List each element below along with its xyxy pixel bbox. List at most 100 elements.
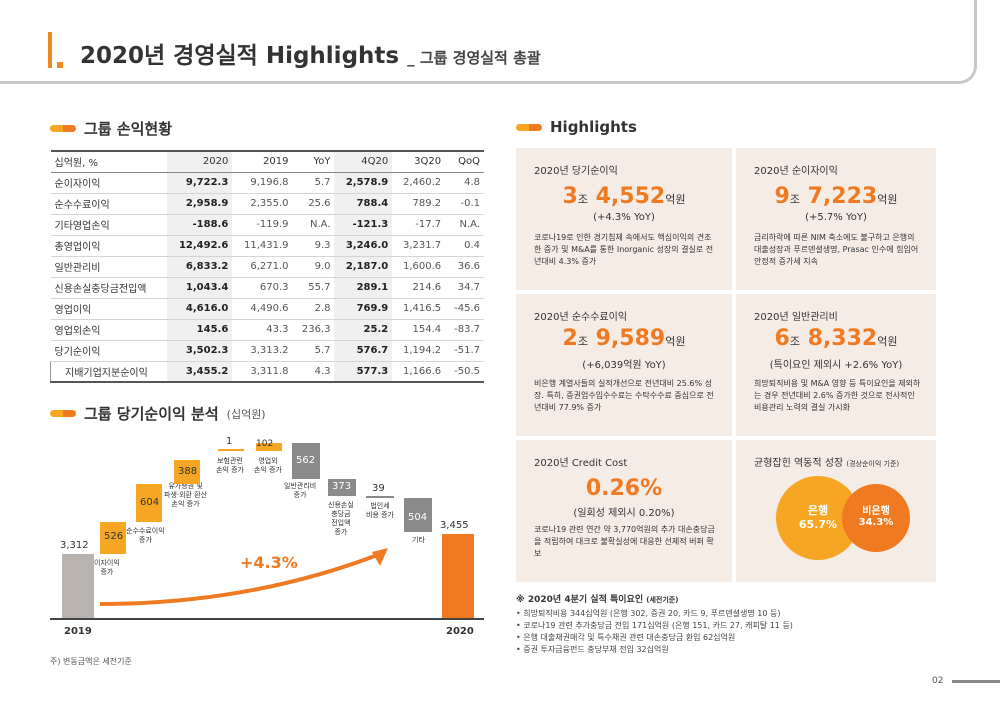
card-value: 9조 7,223억원 <box>736 184 936 209</box>
card-value-b: 8,332 <box>807 326 878 351</box>
highlight-card-nii: 2020년 순이자이익 9조 7,223억원 (+5.7% YoY) 금리하락에… <box>736 148 936 290</box>
list-item: • 증권 투자금융펀드 충당부채 전입 32십억원 <box>516 645 669 654</box>
waterfall-step-value: 604 <box>140 497 160 508</box>
card-title: 균형잡힌 역동적 성장 (경상순이익 기준) <box>754 454 899 469</box>
table-cell: 9,196.8 <box>232 172 293 194</box>
table-cell: 3,231.7 <box>392 234 446 257</box>
card-value-a: 6 <box>774 326 790 351</box>
highlight-card-net-income: 2020년 당기순이익 3조 4,552억원 (+4.3% YoY) 코로나19… <box>516 148 732 290</box>
card-unit-b: 억원 <box>665 335 686 348</box>
waterfall-step-value: 388 <box>178 466 198 477</box>
waterfall-caption: 유가증권 및 파생·외환 환산 손익 증가 <box>164 482 208 508</box>
table-cell: 6,271.0 <box>232 256 293 278</box>
table-cell: 6,833.2 <box>166 256 233 278</box>
table-cell: 25.2 <box>334 319 393 341</box>
section-pill-icon <box>516 123 542 131</box>
table-row: 총영업이익 12,492.6 11,431.9 9.3 3,246.0 3,231.7 0.… <box>50 234 484 257</box>
section-pill-icon <box>50 125 76 132</box>
waterfall-caption: 이자이익 증가 <box>94 559 120 576</box>
table-cell: -121.3 <box>334 214 393 236</box>
table-cell: 9.3 <box>292 234 335 257</box>
card-change: (+4.3% YoY) <box>593 212 655 223</box>
card-title: 2020년 Credit Cost <box>534 458 628 469</box>
table-cell: 289.1 <box>334 277 393 299</box>
card-value: 0.26% <box>585 476 663 501</box>
waterfall-end-year: 2020 <box>446 626 474 637</box>
table-cell: 1,043.4 <box>166 277 233 299</box>
row-label: 일반관리비 <box>50 256 167 278</box>
card-unit-a: 조 <box>789 193 800 206</box>
card-change: (일회성 제외시 0.20%) <box>573 508 675 519</box>
table-cell: 145.6 <box>166 319 233 341</box>
card-value-b: 9,589 <box>595 326 666 351</box>
table-row: 지배기업지분순이익 3,455.2 3,311.8 4.3 577.3 1,166.6 -5… <box>49 361 484 383</box>
page-title-main: 2020년 경영실적 Highlights <box>80 43 400 69</box>
card-title-sub: (경상순이익 기준) <box>846 460 900 468</box>
col-header: YoY <box>292 150 335 173</box>
waterfall-caption: 영업외 손익 증가 <box>254 457 282 474</box>
card-unit-a: 조 <box>789 335 800 348</box>
table-cell: 1,166.6 <box>392 361 446 383</box>
nonbank-label: 비은행 <box>862 506 890 517</box>
table-cell: 2,187.0 <box>334 256 393 278</box>
waterfall-bar-step <box>292 443 320 479</box>
bank-label: 은행 <box>807 504 829 517</box>
table-row: 일반관리비 6,833.2 6,271.0 9.0 2,187.0 1,600.6 36.6 <box>50 256 484 278</box>
table-row: 순이자이익 9,722.3 9,196.8 5.7 2,578.9 2,460.2 4.8 <box>50 172 484 194</box>
waterfall-caption: 보험관련 손익 증가 <box>216 457 244 474</box>
table-cell: 11,431.9 <box>232 234 293 257</box>
bank-value: 65.7% <box>798 518 838 531</box>
highlights-heading: Highlights <box>516 118 637 136</box>
waterfall-chart: 3,312 이자이익 증가 526 순수수료이익 증가 604 유가증권 및 파… <box>50 430 484 645</box>
card-title: 2020년 당기순이익 <box>534 166 618 177</box>
table-cell: 12,492.6 <box>166 234 233 257</box>
table-cell: 3,455.2 <box>166 361 233 383</box>
row-label: 영업이익 <box>50 297 167 320</box>
table-cell: 9,722.3 <box>166 172 233 194</box>
table-cell: 236.3 <box>292 319 335 341</box>
list-item: • 코로나19 관련 추가충당금 전입 171십억원 (은행 151, 카드 2… <box>516 621 793 630</box>
card-desc: 비은행 계열사들의 실적개선으로 전년대비 25.6% 성장. 특히, 증권업수… <box>534 379 714 412</box>
card-unit-a: 조 <box>577 193 588 206</box>
col-header: 2020 <box>166 150 233 173</box>
row-label: 지배기업지분순이익 <box>49 361 167 383</box>
table-cell: -51.7 <box>445 340 484 362</box>
card-unit-b: 억원 <box>877 193 898 206</box>
header-frame <box>0 0 977 84</box>
table-cell: -119.9 <box>232 214 293 236</box>
card-desc: 금리하락에 따른 NIM 축소에도 불구하고 은행의 대출성장과 푸르덴셜생명,… <box>754 233 919 266</box>
card-change: (+6,039억원 YoY) <box>582 360 666 371</box>
table-row: 순수수료이익 2,958.9 2,355.0 25.6 788.4 789.2 -0.1 <box>50 193 484 215</box>
table-row: 영업외손익 145.6 43.3 236.3 25.2 154.4 -83.7 <box>50 319 484 341</box>
table-cell: 576.7 <box>334 340 393 362</box>
table-cell: 4.3 <box>292 361 335 383</box>
waterfall-step-value: 1 <box>226 436 233 447</box>
table-cell: 5.7 <box>292 172 335 194</box>
waterfall-bar-step <box>174 460 200 484</box>
page-title: 2020년 경영실적 Highlights _ 그룹 경영실적 총괄 <box>80 36 541 70</box>
growth-label: +4.3% <box>240 553 298 572</box>
table-cell: N.A. <box>445 214 484 236</box>
list-item: • 은행 대출채권매각 및 특수채권 관련 대손충당금 환입 62십억원 <box>516 633 736 642</box>
table-row: 기타영업손익 -188.6 -119.9 N.A. -121.3 -17.7 N.A. <box>50 214 484 236</box>
table-cell: 788.4 <box>334 193 393 215</box>
table-cell: 36.6 <box>445 256 484 278</box>
row-label: 당기순이익 <box>50 340 167 362</box>
row-label: 총영업이익 <box>50 234 167 257</box>
table-cell: -188.6 <box>166 214 233 236</box>
table-row: 당기순이익 3,502.3 3,313.2 5.7 576.7 1,194.2 -51.7 <box>50 340 484 362</box>
waterfall-bar-end <box>442 534 474 618</box>
card-change: (+5.7% YoY) <box>805 212 867 223</box>
card-value-a: 2 <box>562 326 578 351</box>
col-header: 3Q20 <box>392 150 446 173</box>
table-cell: 214.6 <box>392 277 446 299</box>
waterfall-bar-step <box>256 443 282 451</box>
highlight-card-ga-expense: 2020년 일반관리비 6조 8,332억원 (특이요인 제외시 +2.6% Y… <box>736 294 936 436</box>
table-cell: 2,460.2 <box>392 172 446 194</box>
special-items: ※ 2020년 4분기 실적 특이요인 (세전기준) • 희망퇴직비용 344십… <box>516 592 936 656</box>
growth-arrow-icon <box>99 548 388 606</box>
highlight-card-fee-income: 2020년 순수수료이익 2조 9,589억원 (+6,039억원 YoY) 비… <box>516 294 732 436</box>
table-cell: 3,311.8 <box>232 361 293 383</box>
table-cell: -0.1 <box>445 193 484 215</box>
waterfall-bar-start <box>62 554 94 618</box>
